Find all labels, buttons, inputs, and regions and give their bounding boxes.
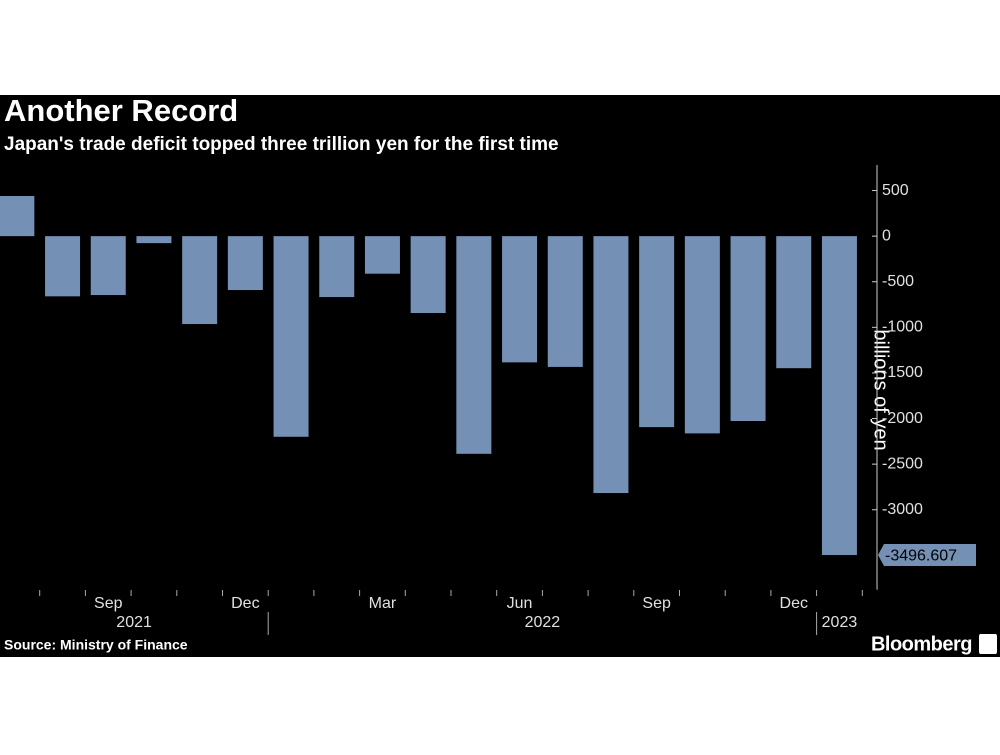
x-tick-label: Sep xyxy=(642,595,671,612)
bar xyxy=(502,236,538,363)
chart-title: Another Record xyxy=(4,93,238,128)
y-tick-label: -1500 xyxy=(882,364,923,381)
value-label: -3496.607 xyxy=(885,547,957,564)
bar xyxy=(136,236,172,244)
bar xyxy=(730,236,766,422)
y-tick-label: -2000 xyxy=(882,410,923,427)
bar xyxy=(547,236,583,367)
year-label: 2021 xyxy=(116,614,152,631)
y-axis-label: billions of yen xyxy=(870,329,892,450)
y-tick-label: 0 xyxy=(882,227,891,244)
x-tick-label: Dec xyxy=(780,595,808,612)
bar xyxy=(821,236,857,556)
source: Source: Ministry of Finance xyxy=(4,637,188,653)
bar xyxy=(227,236,263,291)
y-tick-label: -500 xyxy=(882,273,914,290)
brand-icon xyxy=(979,634,997,654)
x-tick-label: Dec xyxy=(231,595,259,612)
year-label: 2023 xyxy=(822,614,858,631)
bar xyxy=(182,236,218,325)
bar xyxy=(639,236,675,428)
chart-subtitle: Japan's trade deficit topped three trill… xyxy=(4,134,559,155)
brand: Bloomberg xyxy=(871,633,972,655)
bar xyxy=(45,236,81,297)
year-label: 2022 xyxy=(525,614,561,631)
x-tick-label: Mar xyxy=(369,595,397,612)
y-tick-label: 500 xyxy=(882,182,909,199)
bar xyxy=(456,236,492,454)
y-tick-label: -3000 xyxy=(882,501,923,518)
x-tick-label: Jun xyxy=(507,595,533,612)
y-tick-label: -1000 xyxy=(882,319,923,336)
bar xyxy=(684,236,720,434)
value-label-box xyxy=(878,544,976,567)
x-tick-label: Sep xyxy=(94,595,123,612)
bar xyxy=(0,196,35,237)
bar xyxy=(273,236,309,437)
bar xyxy=(90,236,126,296)
bar xyxy=(319,236,355,298)
bar xyxy=(410,236,446,314)
y-tick-label: -2500 xyxy=(882,455,923,472)
bar xyxy=(364,236,400,274)
bar xyxy=(593,236,629,494)
bar xyxy=(776,236,812,369)
